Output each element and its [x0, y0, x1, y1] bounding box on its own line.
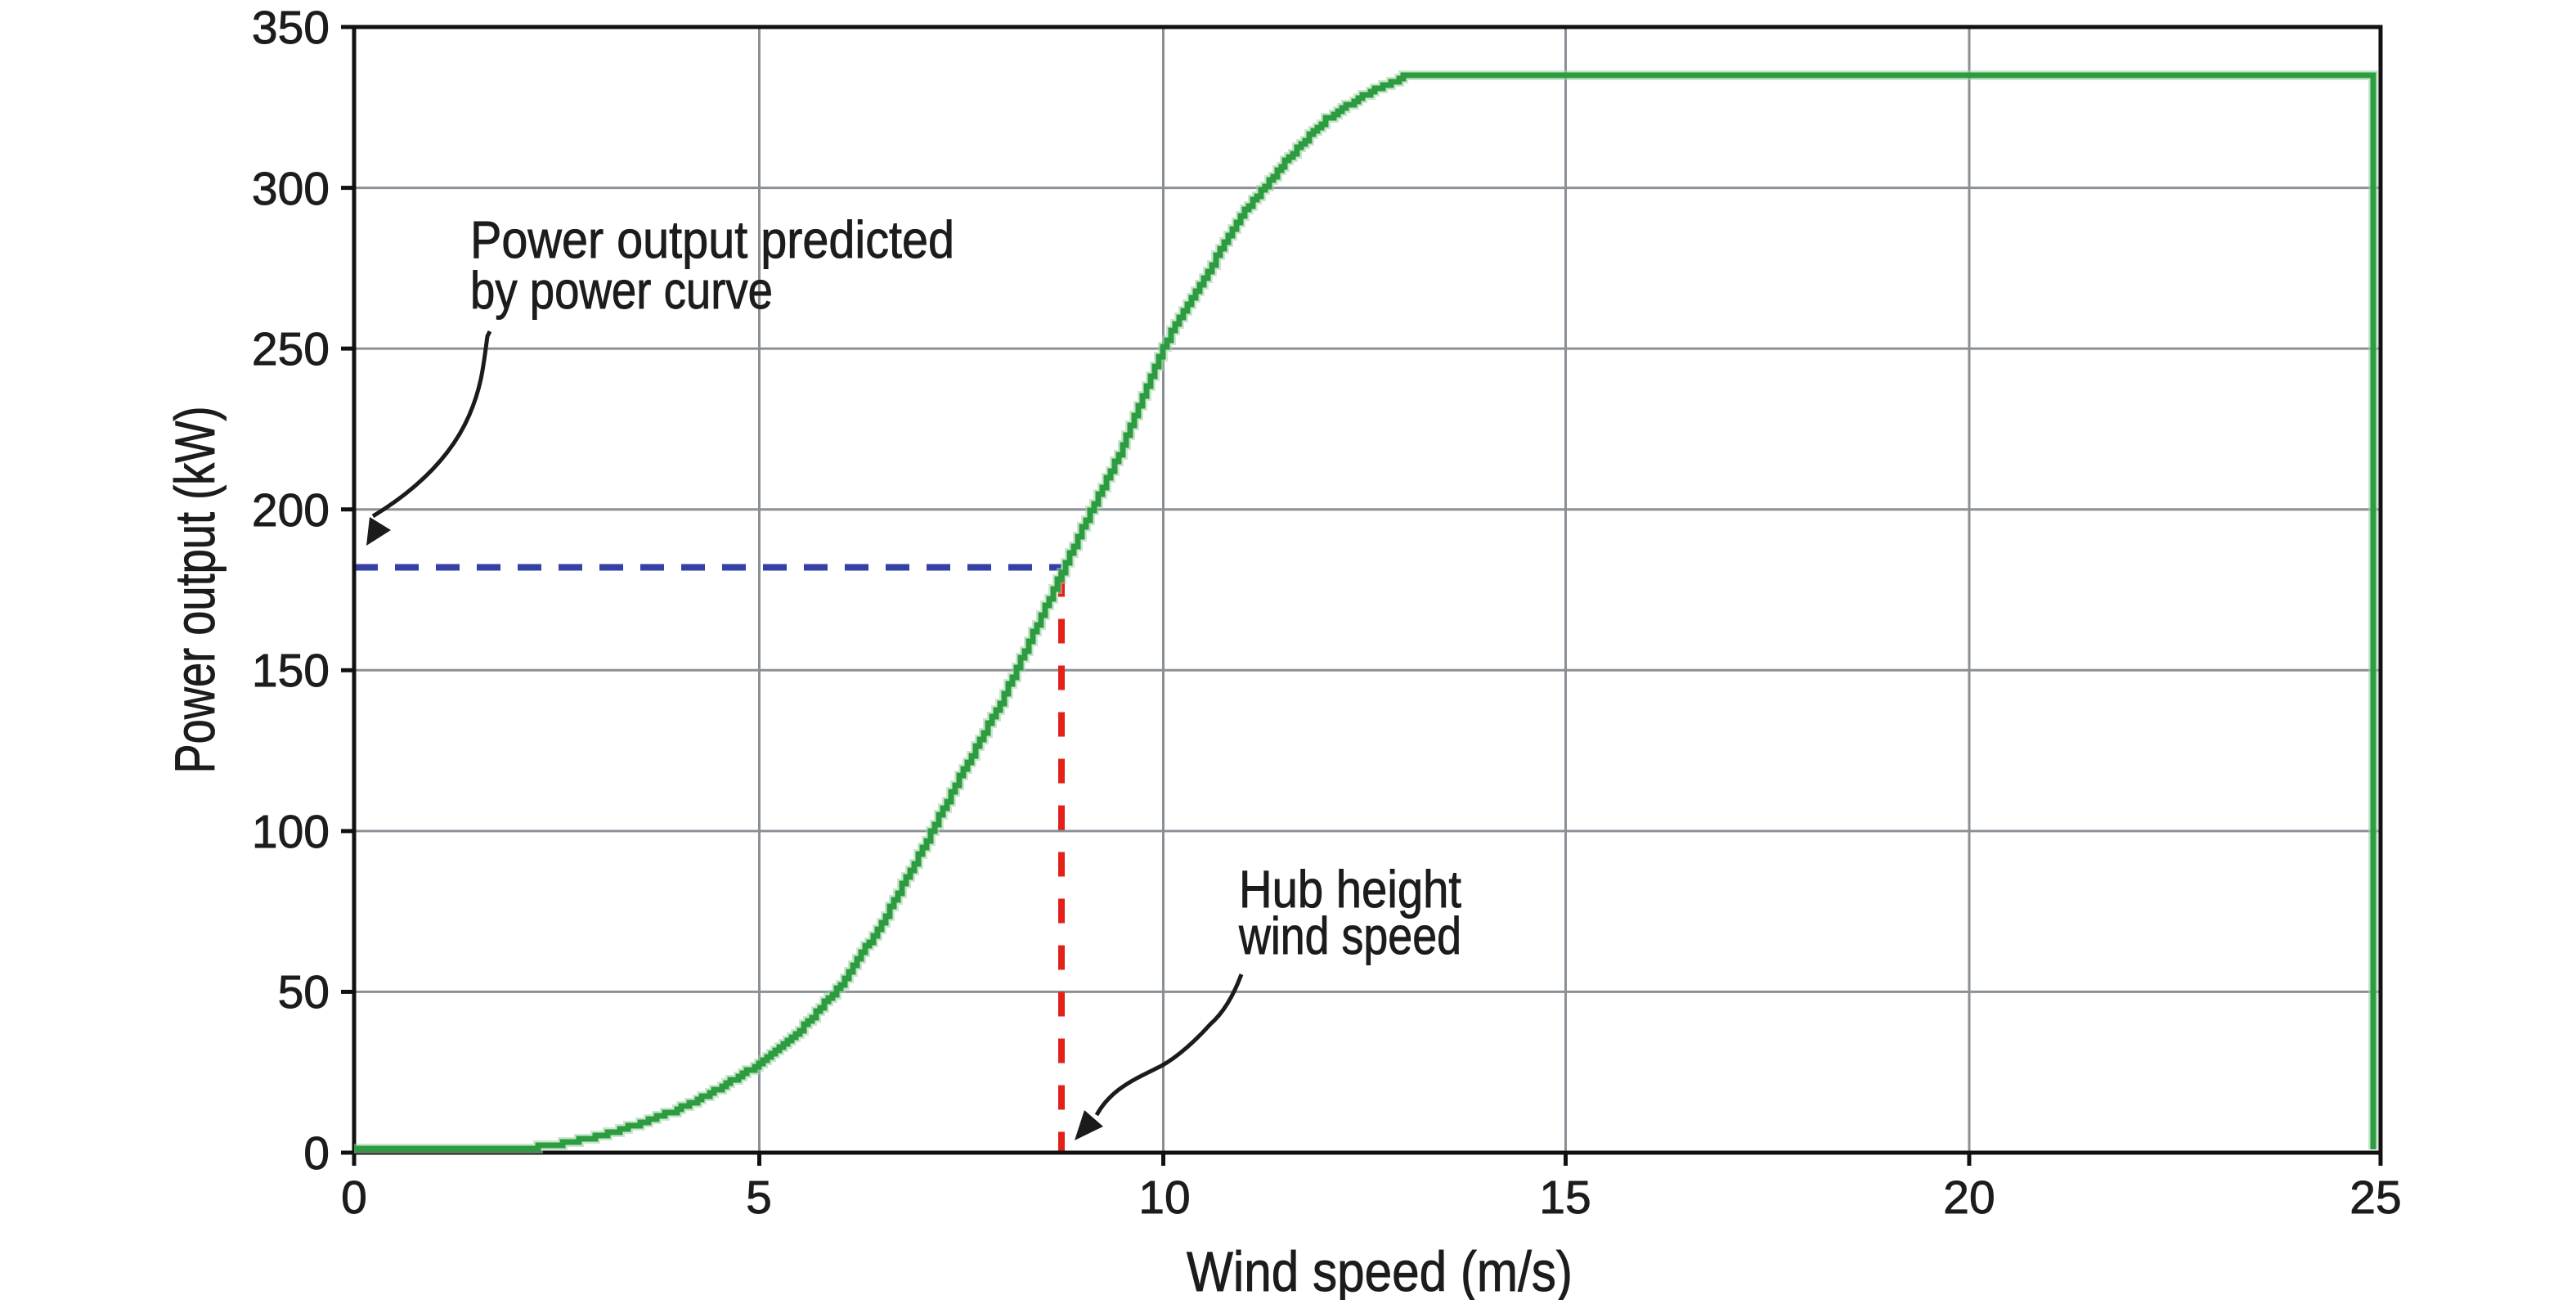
- svg-text:200: 200: [252, 484, 330, 537]
- svg-text:Hub height: Hub height: [1239, 860, 1461, 919]
- svg-text:250: 250: [252, 323, 330, 375]
- svg-text:Power output predicted: Power output predicted: [470, 210, 954, 269]
- svg-text:350: 350: [252, 2, 330, 54]
- svg-text:300: 300: [252, 163, 330, 215]
- svg-text:Wind speed (m/s): Wind speed (m/s): [1187, 1240, 1573, 1300]
- svg-text:5: 5: [746, 1171, 772, 1224]
- svg-text:0: 0: [341, 1171, 367, 1224]
- svg-text:25: 25: [2349, 1171, 2401, 1224]
- svg-text:150: 150: [252, 645, 330, 697]
- svg-text:wind speed: wind speed: [1238, 906, 1461, 965]
- svg-text:10: 10: [1138, 1171, 1190, 1224]
- svg-text:0: 0: [303, 1127, 330, 1180]
- svg-text:by power curve: by power curve: [470, 261, 773, 320]
- svg-text:50: 50: [278, 966, 330, 1018]
- svg-text:100: 100: [252, 806, 330, 858]
- svg-text:20: 20: [1943, 1171, 1995, 1224]
- svg-text:Power output (kW): Power output (kW): [164, 407, 227, 774]
- svg-text:15: 15: [1539, 1171, 1591, 1224]
